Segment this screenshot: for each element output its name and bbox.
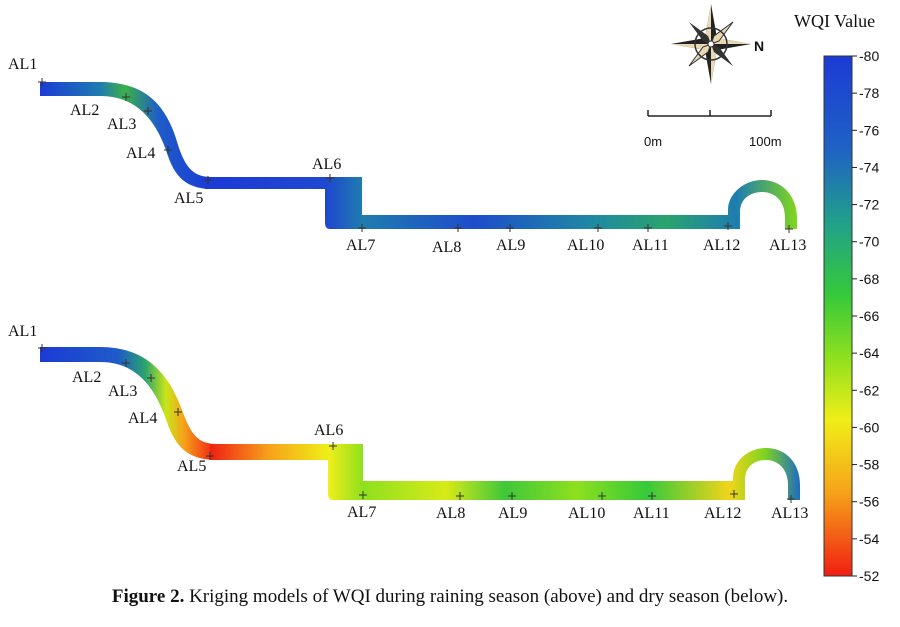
dry-channel-loop <box>733 448 800 500</box>
kriging-figure: AL1 AL2 AL3 AL4 AL5 AL6 AL7 AL8 AL9 AL10 AL11 AL12 A… <box>8 4 879 584</box>
rain-channel-upper <box>40 82 212 189</box>
rain-station-label: AL13 <box>769 237 806 254</box>
colorbar-tick-label: -66 <box>859 308 879 324</box>
compass-rose-icon <box>671 4 751 84</box>
figure-caption: Figure 2. Kriging models of WQI during r… <box>0 586 900 608</box>
colorbar-ticks: -80 -78 -76 -74 -72 -70 -68 -66 -64 -62 -60 -58 -56 -… <box>852 48 879 584</box>
colorbar-tick-label: -78 <box>859 85 879 101</box>
colorbar-tick-label: -56 <box>859 494 879 510</box>
colorbar-tick-label: -74 <box>859 159 879 175</box>
colorbar-title: WQI Value <box>794 11 875 31</box>
dry-station-label: AL9 <box>498 505 527 522</box>
dry-station-label: AL8 <box>436 505 465 522</box>
dry-station-label: AL12 <box>704 505 741 522</box>
rain-station-label: AL6 <box>312 156 341 173</box>
rain-station-label: AL4 <box>126 145 155 162</box>
colorbar-tick-label: -64 <box>859 345 879 361</box>
dry-station-label: AL4 <box>128 410 157 427</box>
rain-station-label: AL5 <box>174 190 203 207</box>
rain-station-label: AL3 <box>107 116 136 133</box>
dry-channel-upper <box>40 347 218 460</box>
rain-station-label: AL9 <box>496 237 525 254</box>
colorbar <box>823 55 853 577</box>
dry-channel-lower <box>210 444 733 500</box>
rain-station-label: AL11 <box>632 237 669 254</box>
colorbar-tick-label: -70 <box>859 234 879 250</box>
colorbar-tick-label: -72 <box>859 197 879 213</box>
dry-station-label: AL6 <box>314 422 343 439</box>
dry-station-label: AL11 <box>633 505 670 522</box>
colorbar-tick-label: -68 <box>859 271 879 287</box>
caption-label: Figure 2. <box>111 586 185 607</box>
rain-channel-loop <box>728 180 797 229</box>
scale-bar <box>647 110 772 117</box>
colorbar-tick-label: -76 <box>859 122 879 138</box>
dry-station-label: AL5 <box>177 458 206 475</box>
rain-station-label: AL10 <box>567 237 604 254</box>
colorbar-tick-label: -52 <box>859 568 879 584</box>
dry-station-label: AL10 <box>568 505 605 522</box>
dry-station-label: AL7 <box>347 504 376 521</box>
colorbar-tick-label: -80 <box>859 48 879 64</box>
rain-station-label: AL8 <box>432 239 461 256</box>
colorbar-tick-label: -60 <box>859 419 879 435</box>
rain-station-label: AL1 <box>8 56 37 73</box>
dry-season-map: AL1 AL2 AL3 AL4 AL5 AL6 AL7 AL8 AL9 AL10 AL11 AL12 A… <box>8 323 808 522</box>
rain-station-label: AL12 <box>703 237 740 254</box>
rain-season-map: AL1 AL2 AL3 AL4 AL5 AL6 AL7 AL8 AL9 AL10 AL11 AL12 A… <box>8 56 806 256</box>
scale-end-label: 100m <box>749 134 782 149</box>
dry-station-label: AL13 <box>771 505 808 522</box>
compass-north-label: N <box>754 38 764 54</box>
rain-channel-lower <box>205 177 728 229</box>
dry-station-label: AL1 <box>8 323 37 340</box>
colorbar-tick-label: -58 <box>859 457 879 473</box>
rain-station-label: AL2 <box>70 102 99 119</box>
dry-station-label: AL2 <box>72 369 101 386</box>
dry-station-label: AL3 <box>108 383 137 400</box>
scale-start-label: 0m <box>644 134 662 149</box>
rain-station-markers: AL1 AL2 AL3 AL4 AL5 AL6 AL7 AL8 AL9 AL10 AL11 AL12 A… <box>8 56 806 256</box>
rain-station-label: AL7 <box>346 237 375 254</box>
colorbar-tick-label: -62 <box>859 382 879 398</box>
caption-text: Kriging models of WQI during raining sea… <box>184 586 789 607</box>
colorbar-tick-label: -54 <box>859 531 879 547</box>
dry-station-markers: AL1 AL2 AL3 AL4 AL5 AL6 AL7 AL8 AL9 AL10 AL11 AL12 A… <box>8 323 808 522</box>
